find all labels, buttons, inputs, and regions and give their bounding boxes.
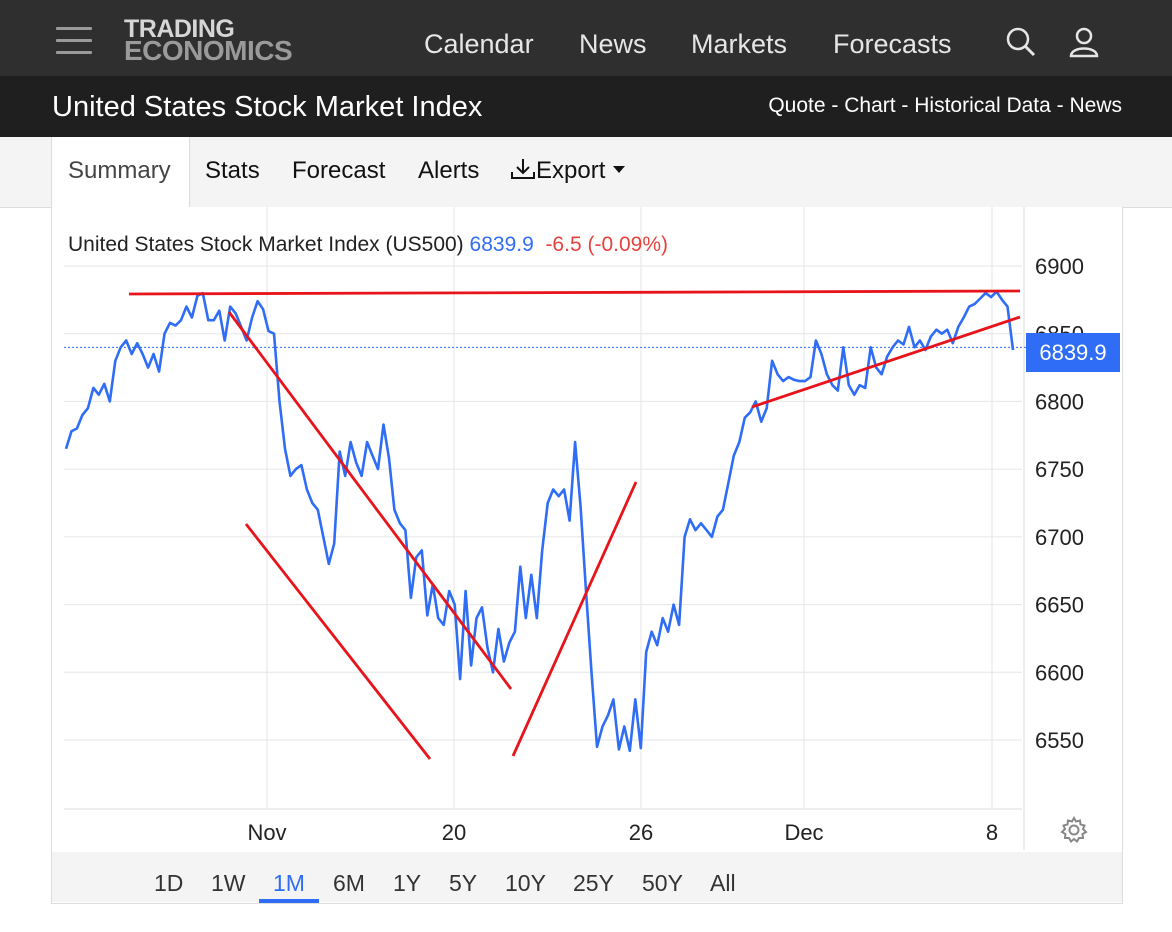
range-1w-button[interactable]: 1W <box>211 870 246 896</box>
trendlines <box>128 289 1021 760</box>
y-tick-label: 6550 <box>1035 728 1084 753</box>
chevron-down-icon <box>613 166 626 173</box>
download-icon <box>511 159 535 179</box>
y-tick-label: 6650 <box>1035 593 1084 618</box>
range-1y-button[interactable]: 1Y <box>393 870 422 896</box>
range-50y-button[interactable]: 50Y <box>642 870 683 896</box>
time-range-selector: 1D 1W 1M 6M 1Y 5Y 10Y 25Y 50Y All <box>52 852 1122 902</box>
y-tick-label: 6900 <box>1035 254 1084 279</box>
y-tick-label: 6750 <box>1035 457 1084 482</box>
range-1m-button[interactable]: 1M <box>273 870 305 896</box>
link-separator: - <box>825 94 845 117</box>
trendline <box>244 523 432 760</box>
x-tick-label: 20 <box>442 820 466 845</box>
settings-gear-icon[interactable] <box>1060 816 1088 844</box>
chart-panel <box>51 207 1123 904</box>
range-25y-button[interactable]: 25Y <box>573 870 614 896</box>
title-links: Quote - Chart - Historical Data - News <box>768 94 1122 118</box>
user-icon[interactable] <box>1068 26 1100 58</box>
trendline <box>128 289 1021 296</box>
x-tick-label: Dec <box>784 820 823 845</box>
trendline <box>751 315 1021 409</box>
x-tick-label: Nov <box>247 820 286 845</box>
y-tick-label: 6700 <box>1035 525 1084 550</box>
nav-markets-link[interactable]: Markets <box>691 29 788 59</box>
logo-line-2: ECONOMICS <box>124 35 293 66</box>
chart-grid <box>64 207 1025 850</box>
search-icon[interactable] <box>1005 26 1037 58</box>
link-separator: - <box>895 94 915 117</box>
range-6m-button[interactable]: 6M <box>333 870 365 896</box>
chart-series-name: United States Stock Market Index (US500) <box>68 233 464 256</box>
tab-summary-label: Summary <box>68 157 171 184</box>
news-link[interactable]: News <box>1069 94 1122 117</box>
trendline <box>227 311 513 690</box>
tab-bar: Summary Stats Forecast Alerts Export <box>0 137 1172 208</box>
trendline <box>511 481 638 757</box>
last-price-tag: 6839.9 <box>1026 333 1120 372</box>
chart-link[interactable]: Chart <box>844 94 896 117</box>
y-axis: 69006850680067506700665066006550 <box>1035 254 1084 753</box>
trading-economics-logo[interactable]: TRADING ECONOMICS <box>124 15 293 66</box>
tab-export-label: Export <box>536 157 606 184</box>
x-tick-label: 26 <box>629 820 653 845</box>
range-5y-button[interactable]: 5Y <box>449 870 478 896</box>
page-title-bar: United States Stock Market Index Quote -… <box>0 76 1172 137</box>
range-all-button[interactable]: All <box>710 870 736 896</box>
y-tick-label: 6800 <box>1035 389 1084 414</box>
tab-summary[interactable]: Summary <box>51 137 190 208</box>
tab-alerts[interactable]: Alerts <box>418 157 480 184</box>
menu-icon[interactable] <box>56 27 92 55</box>
range-10y-button[interactable]: 10Y <box>505 870 546 896</box>
chart-header: United States Stock Market Index (US500)… <box>68 233 668 257</box>
x-tick-label: 8 <box>986 820 998 845</box>
top-navigation-bar: TRADING ECONOMICS Calendar News Markets … <box>0 0 1172 76</box>
quote-link[interactable]: Quote <box>768 94 826 117</box>
range-1d-button[interactable]: 1D <box>154 870 184 896</box>
nav-news-link[interactable]: News <box>579 29 647 59</box>
link-separator: - <box>1050 94 1070 117</box>
chart-price-change: -6.5 (-0.09%) <box>545 233 668 256</box>
tab-stats[interactable]: Stats <box>205 157 260 184</box>
nav-forecasts-link[interactable]: Forecasts <box>833 29 952 59</box>
tab-export[interactable]: Export <box>510 157 626 185</box>
historical-data-link[interactable]: Historical Data <box>914 94 1051 117</box>
y-tick-label: 6600 <box>1035 660 1084 685</box>
page-title: United States Stock Market Index <box>52 91 483 123</box>
active-range-indicator <box>259 899 319 903</box>
price-series-line <box>64 290 1015 753</box>
nav-calendar-link[interactable]: Calendar <box>424 29 534 59</box>
tab-forecast[interactable]: Forecast <box>292 157 386 184</box>
logo-line-1: TRADING <box>124 15 235 43</box>
chart-last-price: 6839.9 <box>469 233 534 256</box>
x-axis: Nov 20 26 Dec 8 <box>247 820 998 845</box>
